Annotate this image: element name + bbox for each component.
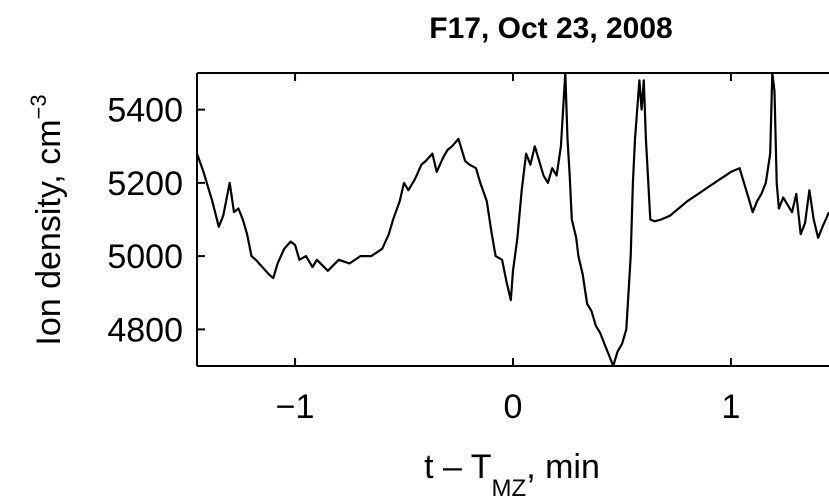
x-tick-label: 0: [504, 388, 523, 426]
x-tick-label: 1: [721, 388, 740, 426]
x-tick-label: −1: [276, 388, 315, 426]
y-tick-label: 5400: [107, 92, 183, 130]
chart-title: F17, Oct 23, 2008: [429, 12, 673, 45]
y-axis-label-main: Ion density, cm: [30, 119, 68, 345]
y-tick-label: 5200: [107, 165, 183, 203]
y-axis-label: Ion density, cm−3: [26, 94, 68, 345]
y-tick-label: 5000: [107, 238, 183, 276]
y-tick-label: 4800: [107, 311, 183, 349]
y-axis-label-superscript: −3: [26, 94, 51, 119]
series-line-0: [197, 73, 829, 366]
x-axis-label-main: t – T: [424, 448, 491, 486]
x-axis-label: t – TMZ, min: [424, 448, 600, 502]
x-axis-label-subscript: MZ: [492, 475, 527, 502]
x-axis-label-suffix: , min: [526, 448, 600, 486]
